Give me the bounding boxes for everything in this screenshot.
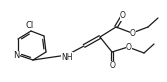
Text: O: O xyxy=(126,42,132,51)
Text: O: O xyxy=(120,11,126,20)
Text: Cl: Cl xyxy=(26,20,34,30)
Text: NH: NH xyxy=(61,52,73,62)
Text: O: O xyxy=(130,29,136,37)
Text: O: O xyxy=(110,62,116,71)
Text: N: N xyxy=(13,51,19,61)
